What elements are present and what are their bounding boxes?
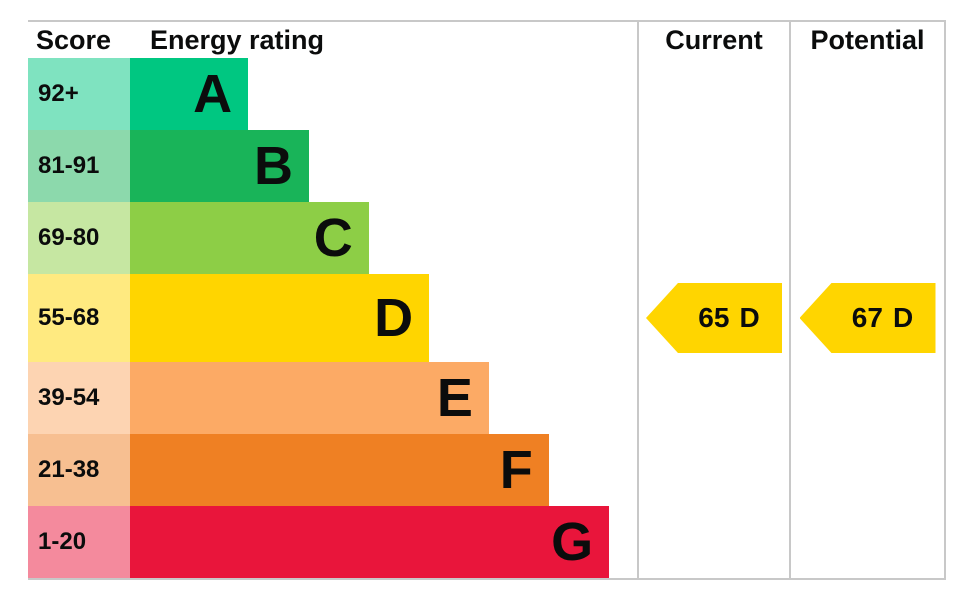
potential-rating-arrow: 67 D <box>799 283 936 353</box>
current-rating-arrow: 65 D <box>646 283 782 353</box>
band-bar-a: A <box>130 58 249 130</box>
score-range-d: 55-68 <box>28 274 130 362</box>
band-row-c: 69-80 C <box>28 202 946 274</box>
score-range-b: 81-91 <box>28 130 130 202</box>
band-bar-track-f: F <box>130 434 637 506</box>
band-bar-c: C <box>130 202 369 274</box>
current-cell-f <box>637 434 789 506</box>
band-row-g: 1-20 G <box>28 506 946 578</box>
band-letter-d: D <box>374 288 414 348</box>
band-bar-g: G <box>130 506 610 578</box>
potential-rating-letter: D <box>892 302 914 333</box>
current-score-value: 65 <box>698 302 730 333</box>
current-cell-c <box>637 202 789 274</box>
current-rating-letter: D <box>739 302 760 333</box>
band-row-d: 55-68 D 65 D 67 D <box>28 274 946 362</box>
potential-cell-a <box>789 58 946 130</box>
band-letter-e: E <box>436 368 473 428</box>
current-cell-d: 65 D <box>637 274 789 362</box>
band-bar-d: D <box>130 274 430 362</box>
chart-body: Score Energy rating Current Potential 92… <box>28 20 946 580</box>
score-range-f: 21-38 <box>28 434 130 506</box>
band-bar-b: B <box>130 130 309 202</box>
potential-cell-d: 67 D <box>789 274 946 362</box>
score-range-g: 1-20 <box>28 506 130 578</box>
band-row-a: 92+ A <box>28 58 946 130</box>
band-letter-c: C <box>313 208 353 268</box>
band-letter-a: A <box>193 64 233 124</box>
band-bar-track-e: E <box>130 362 637 434</box>
score-header: Score <box>36 24 112 55</box>
current-header: Current <box>637 22 789 58</box>
band-row-f: 21-38 F <box>28 434 946 506</box>
potential-header: Potential <box>789 22 946 58</box>
band-letter-b: B <box>253 136 293 196</box>
band-row-e: 39-54 E <box>28 362 946 434</box>
band-letter-f: F <box>499 440 533 500</box>
potential-cell-e <box>789 362 946 434</box>
potential-cell-c <box>789 202 946 274</box>
band-bar-f: F <box>130 434 549 506</box>
potential-cell-b <box>789 130 946 202</box>
band-bar-e: E <box>130 362 489 434</box>
potential-cell-g <box>789 506 946 578</box>
band-bar-track-g: G <box>130 506 637 578</box>
band-bar-track-a: A <box>130 58 637 130</box>
score-range-a: 92+ <box>28 58 130 130</box>
band-bar-track-d: D <box>130 274 637 362</box>
band-bar-track-c: C <box>130 202 637 274</box>
score-range-e: 39-54 <box>28 362 130 434</box>
current-cell-b <box>637 130 789 202</box>
current-cell-g <box>637 506 789 578</box>
current-cell-e <box>637 362 789 434</box>
chart-header: Score Energy rating Current Potential <box>28 22 946 58</box>
band-row-b: 81-91 B <box>28 130 946 202</box>
band-bar-track-b: B <box>130 130 637 202</box>
energy-rating-header: Energy rating <box>150 24 325 55</box>
current-cell-a <box>637 58 789 130</box>
band-letter-g: G <box>551 512 594 572</box>
potential-score-value: 67 <box>851 302 883 333</box>
score-range-c: 69-80 <box>28 202 130 274</box>
potential-cell-f <box>789 434 946 506</box>
